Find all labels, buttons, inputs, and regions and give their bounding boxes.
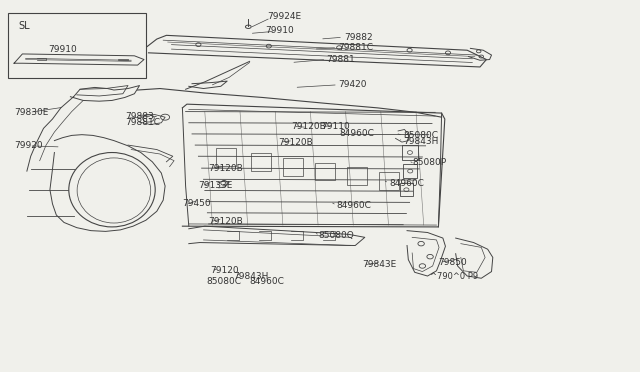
- Text: 79110: 79110: [321, 122, 350, 131]
- Text: 79882: 79882: [344, 33, 373, 42]
- Text: 79843H: 79843H: [234, 272, 269, 280]
- Text: 79910: 79910: [266, 26, 294, 35]
- Bar: [216, 148, 236, 166]
- Text: ^790^0 P9: ^790^0 P9: [430, 272, 478, 280]
- Text: 79133E: 79133E: [198, 182, 233, 190]
- Bar: [400, 183, 413, 196]
- Bar: [251, 153, 271, 171]
- Text: 85080P: 85080P: [413, 158, 447, 167]
- Bar: [402, 145, 418, 160]
- Text: 79843E: 79843E: [362, 260, 397, 269]
- Bar: [379, 172, 399, 190]
- Ellipse shape: [77, 158, 151, 223]
- Text: 79843H: 79843H: [403, 137, 438, 146]
- Text: 85080C: 85080C: [206, 277, 241, 286]
- Text: 84960C: 84960C: [250, 277, 284, 286]
- Text: 79830E: 79830E: [14, 108, 49, 117]
- Text: 84960C: 84960C: [337, 201, 371, 210]
- Ellipse shape: [69, 153, 155, 227]
- Text: 79450: 79450: [182, 199, 211, 208]
- Text: 79881: 79881: [326, 55, 355, 64]
- Text: 84960C: 84960C: [389, 179, 424, 187]
- Text: 79881C: 79881C: [338, 43, 373, 52]
- Text: 79120B: 79120B: [291, 122, 326, 131]
- Text: 85080Q: 85080Q: [319, 231, 355, 240]
- Text: 79881C: 79881C: [125, 118, 161, 126]
- Bar: [403, 164, 417, 178]
- Text: 79924E: 79924E: [268, 12, 301, 21]
- Bar: [347, 167, 367, 185]
- Bar: [283, 158, 303, 176]
- Text: 84960C: 84960C: [339, 129, 374, 138]
- Text: 85080C: 85080C: [403, 131, 438, 140]
- Text: 79850: 79850: [438, 258, 467, 267]
- Text: 79120B: 79120B: [208, 217, 243, 226]
- Text: 79120B: 79120B: [208, 164, 243, 173]
- Text: 79120B: 79120B: [278, 138, 313, 147]
- Text: 79883-: 79883-: [125, 112, 157, 121]
- Text: 79910: 79910: [48, 45, 77, 54]
- Text: 79420: 79420: [338, 80, 367, 89]
- Bar: [8, 13, 146, 78]
- Bar: [315, 163, 335, 180]
- Text: 79120: 79120: [210, 266, 239, 275]
- Text: 79920: 79920: [14, 141, 43, 150]
- Text: SL: SL: [18, 21, 29, 31]
